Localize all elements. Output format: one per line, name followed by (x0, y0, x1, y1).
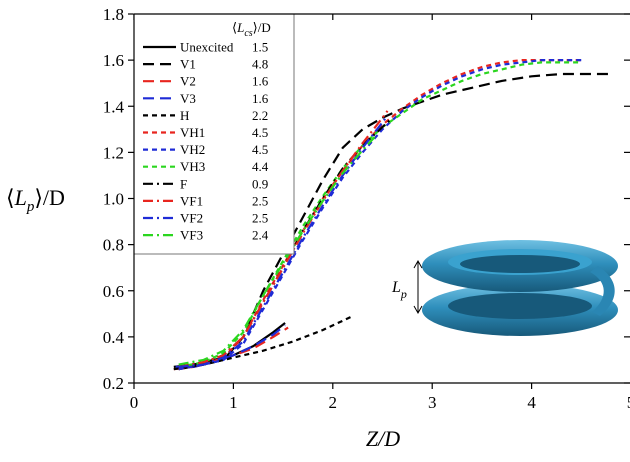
helix-inset: Lp (391, 240, 618, 336)
legend-value-unexcited: 1.5 (252, 40, 268, 55)
legend-header-open: ⟨ (232, 20, 237, 35)
series-line-vh2 (178, 59, 582, 371)
legend-value-f: 0.9 (252, 176, 268, 191)
legend-label-h: H (180, 108, 189, 123)
legend-entries: Unexcited 1.5 V1 4.8 V2 1.6 V3 1.6 H 2.2 VH1 4.5 VH2… (143, 40, 269, 243)
series-line-vf1 (178, 110, 389, 368)
legend-label-v1: V1 (180, 57, 196, 72)
y-axis-title-main: L (14, 185, 27, 210)
legend-label-vh1: VH1 (180, 125, 205, 140)
legend-label-vf3: VF3 (180, 228, 203, 243)
y-axis-title-sub: p (26, 199, 35, 215)
y-axis-title-open: ⟨ (6, 185, 15, 210)
legend-header-main: L (236, 20, 244, 35)
series-line-vf2 (178, 114, 389, 368)
helix-ring-upper-inner (460, 255, 580, 273)
y-tick-label: 1.0 (103, 190, 124, 209)
y-tick-label: 0.6 (103, 282, 124, 301)
y-tick-label: 1.2 (103, 143, 124, 162)
legend-label-vh2: VH2 (180, 142, 205, 157)
legend-value-h: 2.2 (252, 108, 268, 123)
x-tick-label: 5 (627, 393, 630, 412)
y-tick-label: 1.6 (103, 51, 124, 70)
legend-label-f: F (180, 176, 187, 191)
legend-label-v2: V2 (180, 74, 196, 89)
legend-value-vh2: 4.5 (252, 142, 268, 157)
legend: ⟨Lcs⟩/D Unexcited 1.5 V1 4.8 V2 1.6 V3 1.6 H 2.2 V… (133, 13, 295, 255)
y-axis-title-close: ⟩/D (34, 185, 65, 210)
inset-pitch-label: Lp (391, 279, 407, 301)
x-tick-label: 4 (527, 393, 536, 412)
y-tick-label: 0.2 (103, 374, 124, 393)
legend-header: ⟨Lcs⟩/D (232, 20, 271, 39)
axis-ticks: 0 1 2 3 4 5 0.2 0.4 0.6 0.8 1.0 1.2 1.4 1.6 1.8 (103, 5, 630, 412)
series-layer (173, 59, 612, 371)
y-tick-label: 0.8 (103, 236, 124, 255)
legend-header-close: ⟩/D (253, 20, 271, 35)
x-tick-label: 1 (229, 393, 238, 412)
legend-label-unexcited: Unexcited (180, 40, 234, 55)
legend-value-v3: 1.6 (252, 91, 269, 106)
legend-value-vf2: 2.5 (252, 211, 268, 226)
pitch-arrow-head-top (413, 259, 423, 269)
legend-value-vf3: 2.4 (252, 228, 269, 243)
helix-connector (590, 266, 615, 316)
legend-value-vf1: 2.5 (252, 193, 268, 208)
legend-label-vf2: VF2 (180, 211, 203, 226)
x-tick-label: 3 (428, 393, 437, 412)
legend-header-sub: cs (244, 28, 252, 39)
legend-value-vh1: 4.5 (252, 125, 268, 140)
axes-frame (133, 13, 630, 384)
legend-label-v3: V3 (180, 91, 196, 106)
inset-pitch-label-main: L (391, 279, 401, 296)
series-line-vh1 (178, 59, 582, 371)
legend-value-v1: 4.8 (252, 57, 268, 72)
y-axis-title: ⟨Lp⟩/D (6, 185, 65, 215)
y-tick-label: 1.8 (103, 5, 124, 24)
inset-pitch-label-sub: p (400, 287, 407, 301)
series-line-v1 (178, 72, 612, 371)
pitch-arrow-head-bottom (413, 305, 423, 315)
y-tick-label: 0.4 (103, 328, 125, 347)
x-tick-label: 0 (130, 393, 139, 412)
legend-label-vf1: VF1 (180, 193, 203, 208)
helix-ring-lower-hole (448, 293, 592, 319)
x-axis-title: Z/D (366, 426, 400, 451)
legend-value-v2: 1.6 (252, 74, 269, 89)
legend-value-vh3: 4.4 (252, 159, 269, 174)
y-tick-label: 1.4 (103, 97, 125, 116)
x-tick-label: 2 (329, 393, 338, 412)
legend-label-vh3: VH3 (180, 159, 205, 174)
